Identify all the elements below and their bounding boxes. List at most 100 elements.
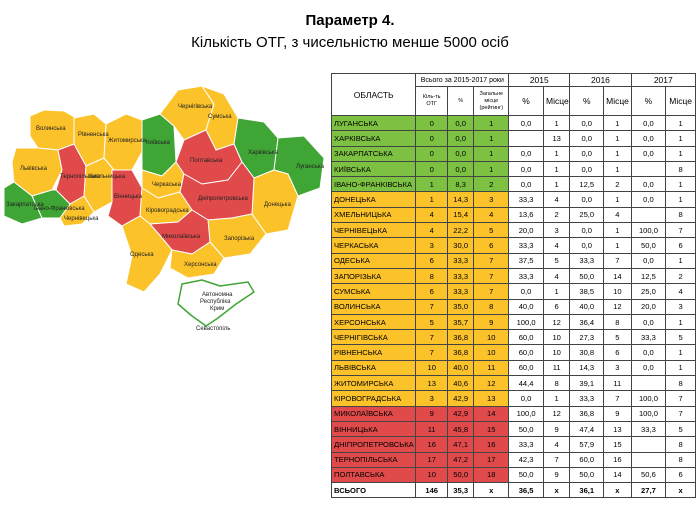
cell-b1: 10: [542, 329, 571, 346]
cell-r: 17: [473, 451, 510, 468]
header-region: ОБЛАСТЬ: [330, 73, 417, 116]
header-k-otg: Кіль-ть ОТГ: [415, 86, 449, 116]
map-label-luhanska: Луганська: [296, 164, 325, 170]
cell-a2: 33,3: [569, 252, 605, 269]
map-label-chernihivska: Чернігівська: [178, 104, 213, 110]
cell-a2: 50,0: [569, 267, 605, 285]
cell-n: 0: [415, 130, 449, 147]
cell-a3: 100,0: [630, 390, 667, 407]
cell-b3: 8: [665, 160, 696, 178]
cell-a2: 33,3: [569, 390, 605, 407]
cell-b2: 1: [603, 191, 632, 208]
cell-a3: 0,0: [630, 359, 667, 377]
header-year-2017: 2017: [630, 73, 697, 87]
cell-p: 36,8: [447, 329, 475, 346]
cell-p: 42,9: [447, 390, 475, 407]
header-pct: %: [447, 86, 475, 116]
region-name-cell: ХМЕЛЬНИЦЬКА: [330, 206, 417, 224]
cell-b2: 14: [603, 267, 632, 285]
cell-r: 8: [473, 298, 510, 315]
cell-b2: 12: [603, 298, 632, 315]
cell-n: 16: [415, 436, 449, 453]
cell-b2: 14: [603, 466, 632, 484]
cell-a1: 100,0: [508, 313, 544, 331]
region-name-cell: ІВАНО-ФРАНКІВСЬКА: [330, 176, 417, 193]
cell-n: 5: [415, 313, 449, 331]
cell-b3: 1: [665, 191, 696, 208]
cell-p: 14,3: [447, 191, 475, 208]
cell-b3: 5: [665, 420, 696, 438]
cell-b1: 12: [542, 313, 571, 331]
cell-a1: 0,0: [508, 283, 544, 300]
cell-b3: 8: [665, 451, 696, 468]
cell-a2: 0,0: [569, 114, 605, 132]
map-label-sevastopol: Севастопіль: [196, 326, 230, 332]
table-row: КІРОВОГРАДСЬКА 3 42,9 13 0,0 1 33,3 7 100,0 7: [330, 390, 696, 407]
cell-a1: 37,5: [508, 252, 544, 269]
cell-b2: 2: [603, 176, 632, 193]
cell-b1: 3: [542, 222, 571, 239]
region-odeska: [121, 215, 173, 293]
table-total-row: ВСЬОГО 146 35,3 x 36,5 x 36,1 x 27,7 x: [330, 482, 696, 499]
cell-a1: 50,0: [508, 466, 544, 484]
cell-b1: 11: [542, 359, 571, 377]
cell-b3: 1: [665, 145, 696, 162]
region-crimea: [177, 279, 255, 327]
cell-b3: 1: [665, 344, 696, 361]
map-label-kyivska: Київська: [146, 140, 171, 146]
region-name-cell: ПОЛТАВСЬКА: [330, 466, 417, 484]
region-name-cell: ЖИТОМИРСЬКА: [330, 375, 417, 392]
map-label-ternopilska: Тернопільська: [60, 174, 101, 180]
cell-a3: 0,0: [630, 313, 667, 331]
cell-b3: 6: [665, 466, 696, 484]
cell-b1: 1: [542, 160, 571, 178]
cell-n: 10: [415, 466, 449, 484]
cell-a1: 20,0: [508, 222, 544, 239]
cell-a3: 0,0: [630, 114, 667, 132]
region-khersonska: [169, 241, 225, 279]
cell-n: 13: [415, 375, 449, 392]
cell-a1: [508, 130, 544, 147]
cell-a2: 36,1: [569, 482, 605, 499]
table-row: ДНІПРОПЕТРОВСЬКА 16 47,1 16 33,3 4 57,9 15 8: [330, 436, 696, 453]
cell-p: 33,3: [447, 267, 475, 285]
table-row: ЛУГАНСЬКА 0 0,0 1 0,0 1 0,0 1 0,0 1: [330, 114, 696, 132]
cell-a2: 50,0: [569, 466, 605, 484]
cell-b2: 10: [603, 283, 632, 300]
table-body: ЛУГАНСЬКА 0 0,0 1 0,0 1 0,0 1 0,0 1 ХАРКІВСЬКА 0 0,0…: [330, 114, 696, 499]
region-name-cell: ЛУГАНСЬКА: [330, 114, 417, 132]
cell-b2: x: [603, 482, 632, 499]
cell-b2: 15: [603, 436, 632, 453]
cell-a3: 12,5: [630, 267, 667, 285]
cell-b1: 7: [542, 451, 571, 468]
cell-b1: x: [542, 482, 571, 499]
cell-n: 8: [415, 267, 449, 285]
cell-r: 1: [473, 130, 510, 147]
cell-b1: 12: [542, 405, 571, 422]
cell-r: x: [473, 482, 510, 499]
table-row: ПОЛТАВСЬКА 10 50,0 18 50,0 9 50,0 14 50,6 6: [330, 466, 696, 484]
map-label-cherkaska: Черкаська: [152, 182, 182, 188]
cell-a3: [630, 206, 667, 224]
cell-a3: 25,0: [630, 283, 667, 300]
table-row: ТЕРНОПІЛЬСЬКА 17 47,2 17 42,3 7 60,0 16 8: [330, 451, 696, 468]
cell-a3: [630, 451, 667, 468]
cell-n: 6: [415, 283, 449, 300]
table-row: ХМЕЛЬНИЦЬКА 4 15,4 4 13,6 2 25,0 4 8: [330, 206, 696, 224]
cell-r: 2: [473, 176, 510, 193]
cell-a2: 39,1: [569, 375, 605, 392]
cell-a1: 40,0: [508, 298, 544, 315]
cell-r: 1: [473, 114, 510, 132]
cell-a1: 100,0: [508, 405, 544, 422]
map-label-dnipro: Дніпропетровська: [198, 196, 248, 202]
header-year-2015: 2015: [508, 73, 571, 87]
table-row: КИЇВСЬКА 0 0,0 1 0,0 1 0,0 1 8: [330, 160, 696, 178]
cell-b3: 2: [665, 267, 696, 285]
cell-a2: 36,8: [569, 405, 605, 422]
map-label-kharkivska: Харківська: [248, 150, 279, 156]
table-header-row-2: Кіль-ть ОТГ % Загальне місце (рейтинг) %…: [332, 86, 696, 116]
region-name-cell: ДНІПРОПЕТРОВСЬКА: [330, 436, 417, 453]
cell-b3: 1: [665, 130, 696, 147]
cell-b1: 9: [542, 466, 571, 484]
cell-n: 0: [415, 160, 449, 178]
